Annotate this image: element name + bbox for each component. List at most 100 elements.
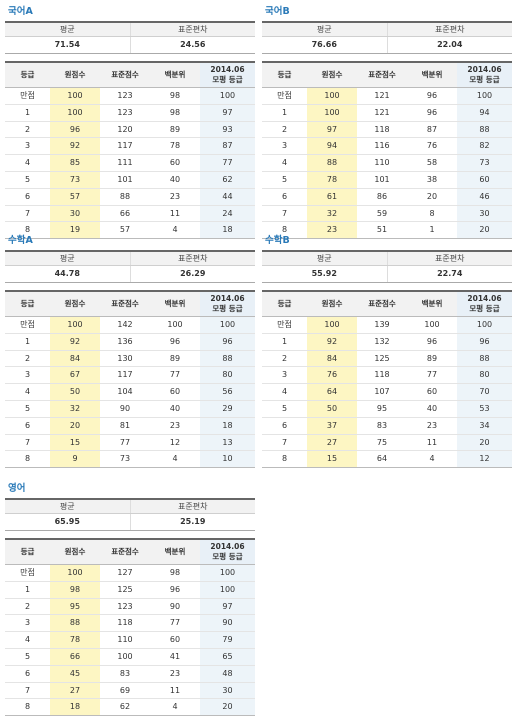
percentile-cell: 100 (407, 316, 457, 334)
average-value: 76.66 (262, 36, 388, 54)
average-header: 평균 (5, 499, 131, 514)
standard-score-header: 표준점수 (357, 62, 407, 88)
grade-table: 등급 원점수 표준점수 백분위 2014.06 모평 등급 만점 100 121 96 100 1 10… (262, 61, 512, 240)
grade-row: 6 45 83 23 48 (5, 665, 255, 683)
mock-grade-cell: 94 (457, 104, 512, 122)
grade-row: 2 84 130 89 88 (5, 350, 255, 368)
grade-cell: 8 (5, 221, 50, 240)
mock-grade-cell: 87 (200, 137, 255, 156)
standard-score-cell: 110 (100, 631, 150, 649)
grade-row: 8 19 57 4 18 (5, 221, 255, 240)
raw-score-cell: 88 (50, 614, 100, 633)
standard-score-header: 표준점수 (357, 291, 407, 317)
mock-grade-cell: 20 (457, 434, 512, 452)
percentile-cell: 23 (150, 417, 200, 435)
grade-cell: 3 (262, 137, 307, 156)
mock-grade-header: 2014.06 모평 등급 (457, 62, 512, 88)
standard-score-cell: 118 (357, 121, 407, 139)
grade-header: 등급 (262, 291, 307, 317)
grade-cell: 6 (262, 417, 307, 435)
mock-grade-cell: 18 (200, 417, 255, 435)
standard-score-cell: 127 (100, 564, 150, 582)
summary-table: 평균 표준편차 44.78 26.29 (5, 250, 255, 283)
raw-score-cell: 27 (307, 434, 357, 452)
mock-grade-header-date: 2014.06 (210, 65, 245, 74)
grade-row: 5 78 101 38 60 (262, 171, 512, 189)
raw-score-cell: 15 (307, 450, 357, 469)
percentile-cell: 23 (150, 665, 200, 683)
standard-score-cell: 51 (357, 221, 407, 240)
percentile-cell: 89 (150, 350, 200, 368)
grade-cell: 6 (262, 188, 307, 206)
score-block-math-b: 수학B 평균 표준편차 55.92 22.74 등급 원점수 표준점수 백분위 2014.06 모평… (262, 232, 512, 469)
mock-grade-cell: 88 (457, 121, 512, 139)
raw-score-cell: 98 (50, 581, 100, 599)
grade-cell: 4 (262, 383, 307, 401)
grade-cell: 8 (262, 450, 307, 469)
grade-row: 만점 100 121 96 100 (262, 87, 512, 105)
grade-row: 7 27 69 11 30 (5, 682, 255, 700)
grade-cell: 7 (262, 434, 307, 452)
raw-score-cell: 97 (307, 121, 357, 139)
standard-score-cell: 121 (357, 87, 407, 105)
mock-grade-cell: 18 (200, 221, 255, 240)
percentile-cell: 60 (407, 383, 457, 401)
std-dev-value: 22.74 (387, 265, 512, 283)
raw-score-cell: 85 (50, 154, 100, 172)
summary-value-row: 44.78 26.29 (5, 265, 255, 283)
grade-row: 8 9 73 4 10 (5, 450, 255, 469)
grade-row: 2 84 125 89 88 (262, 350, 512, 368)
summary-value-row: 65.95 25.19 (5, 513, 255, 531)
percentile-cell: 38 (407, 171, 457, 189)
grade-cell: 만점 (262, 316, 307, 334)
percentile-cell: 96 (407, 333, 457, 351)
raw-score-header: 원점수 (50, 539, 100, 565)
mock-grade-cell: 30 (457, 205, 512, 223)
mock-grade-cell: 100 (200, 564, 255, 582)
score-block-math-a: 수학A 평균 표준편차 44.78 26.29 등급 원점수 표준점수 백분위 2014.06 모평… (5, 232, 255, 469)
raw-score-cell: 100 (50, 564, 100, 582)
standard-score-cell: 107 (357, 383, 407, 401)
mock-grade-cell: 93 (200, 121, 255, 139)
mock-grade-cell: 80 (200, 366, 255, 385)
mock-grade-cell: 30 (200, 682, 255, 700)
raw-score-cell: 100 (50, 87, 100, 105)
grade-row: 만점 100 127 98 100 (5, 564, 255, 582)
raw-score-cell: 50 (307, 400, 357, 418)
raw-score-cell: 100 (307, 316, 357, 334)
percentile-cell: 90 (150, 598, 200, 616)
percentile-cell: 4 (150, 221, 200, 240)
grade-cell: 6 (5, 188, 50, 206)
average-value: 71.54 (5, 36, 131, 54)
standard-score-cell: 88 (100, 188, 150, 206)
grade-row: 1 100 121 96 94 (262, 104, 512, 122)
raw-score-cell: 100 (307, 87, 357, 105)
grade-header-row: 등급 원점수 표준점수 백분위 2014.06 모평 등급 (262, 62, 512, 88)
grade-row: 3 67 117 77 80 (5, 366, 255, 385)
percentile-cell: 89 (150, 121, 200, 139)
grade-cell: 만점 (262, 87, 307, 105)
standard-score-cell: 64 (357, 450, 407, 469)
average-header: 평균 (5, 22, 131, 37)
summary-header-row: 평균 표준편차 (262, 22, 512, 37)
raw-score-cell: 100 (50, 316, 100, 334)
mock-grade-cell: 29 (200, 400, 255, 418)
percentile-header: 백분위 (407, 291, 457, 317)
raw-score-cell: 92 (50, 137, 100, 156)
standard-score-cell: 120 (100, 121, 150, 139)
mock-grade-cell: 100 (457, 87, 512, 105)
raw-score-cell: 64 (307, 383, 357, 401)
mock-grade-cell: 13 (200, 434, 255, 452)
grade-cell: 5 (5, 171, 50, 189)
raw-score-cell: 27 (50, 682, 100, 700)
mock-grade-cell: 88 (457, 350, 512, 368)
raw-score-cell: 50 (50, 383, 100, 401)
mock-grade-header-date: 2014.06 (210, 542, 245, 551)
summary-value-row: 55.92 22.74 (262, 265, 512, 283)
mock-grade-header-label: 모평 등급 (212, 552, 243, 561)
subject-title: 국어A (8, 6, 33, 17)
subject-title: 국어B (265, 6, 290, 17)
raw-score-header: 원점수 (307, 62, 357, 88)
percentile-cell: 11 (150, 205, 200, 223)
grade-cell: 6 (5, 665, 50, 683)
